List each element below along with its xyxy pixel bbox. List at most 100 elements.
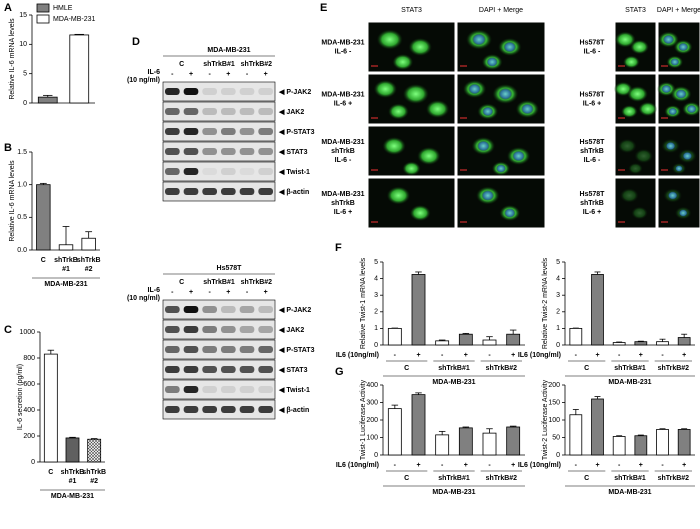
group-label: C bbox=[584, 475, 589, 482]
error-bar bbox=[438, 339, 446, 341]
blot-strip bbox=[162, 161, 276, 182]
blot-group: shTrkB#1 bbox=[203, 61, 235, 68]
blot-band bbox=[165, 366, 180, 373]
x-tick-label: #2 bbox=[90, 478, 98, 485]
blot-strip bbox=[162, 319, 276, 340]
y-tick-label: 1.5 bbox=[17, 149, 27, 156]
row-label: IL-6 + bbox=[334, 209, 352, 216]
y-tick-label: 300 bbox=[366, 399, 378, 406]
blot-band bbox=[165, 326, 180, 333]
bar bbox=[435, 340, 450, 346]
error-bar bbox=[659, 428, 666, 430]
blot-band bbox=[202, 128, 217, 135]
nucleus bbox=[482, 106, 494, 117]
legend-label: MDA-MB-231 bbox=[53, 16, 96, 23]
y-tick-label: 1 bbox=[556, 325, 560, 332]
blot-band bbox=[239, 386, 255, 393]
row-label: IL-6 + bbox=[334, 100, 352, 107]
blot-band bbox=[258, 326, 273, 333]
bar bbox=[458, 333, 473, 346]
x-tick-label: + bbox=[639, 462, 643, 469]
blot-band bbox=[202, 108, 217, 115]
legend-swatch bbox=[36, 3, 50, 13]
row-label: IL-6 - bbox=[584, 48, 601, 55]
blot-group: shTrkB#2 bbox=[241, 279, 273, 286]
bar bbox=[435, 434, 450, 456]
blot-band bbox=[239, 366, 255, 373]
bar bbox=[387, 327, 402, 346]
row-label: IL-6 - bbox=[335, 48, 352, 55]
blot-band-label: ◀ P-STAT3 bbox=[278, 129, 315, 136]
row-label: shTrkB bbox=[580, 200, 604, 207]
y-tick-label: 0 bbox=[374, 452, 378, 459]
y-axis-label: Relative IL-6 mRNA levels bbox=[9, 18, 16, 100]
error-bar bbox=[47, 349, 55, 355]
nucleus bbox=[512, 150, 525, 162]
group-label: MDA-MB-231 bbox=[44, 281, 87, 288]
row-label: MDA-MB-231 bbox=[321, 39, 364, 46]
bar bbox=[458, 427, 473, 456]
blot-band bbox=[258, 148, 273, 155]
blot-band-label: ◀ β-actin bbox=[278, 189, 309, 196]
error-bar bbox=[462, 426, 470, 428]
y-tick-label: 0.5 bbox=[17, 214, 27, 221]
error-bar bbox=[62, 226, 70, 245]
blot-band bbox=[202, 168, 217, 175]
blot-band bbox=[183, 386, 199, 393]
y-tick-label: 200 bbox=[548, 382, 560, 389]
x-tick-label: + bbox=[511, 462, 515, 469]
row-label: shTrkB bbox=[580, 148, 604, 155]
blot-sign: - bbox=[171, 71, 174, 78]
bar bbox=[43, 353, 58, 463]
error-bar bbox=[509, 329, 517, 335]
blot-band bbox=[202, 406, 217, 413]
x-tick-label: #1 bbox=[69, 478, 77, 485]
blot-band-label: ◀ Twist-1 bbox=[278, 169, 310, 176]
error-bar bbox=[681, 333, 688, 338]
blot-band bbox=[221, 306, 236, 313]
x-tick-label: - bbox=[394, 462, 397, 469]
y-tick-label: 50 bbox=[552, 434, 560, 441]
cell bbox=[373, 80, 398, 98]
nucleus bbox=[496, 164, 506, 173]
group-label: shTrkB#1 bbox=[438, 475, 470, 482]
cell bbox=[386, 186, 411, 205]
bar bbox=[81, 237, 96, 251]
y-tick-label: 3 bbox=[556, 292, 560, 299]
bar bbox=[58, 244, 74, 251]
legend-swatch bbox=[36, 14, 50, 24]
y-tick-label: 2 bbox=[556, 309, 560, 316]
row-label: Hs578T bbox=[580, 91, 606, 98]
x-tick-label: + bbox=[416, 352, 420, 359]
blot-band bbox=[202, 386, 217, 393]
blot-strip bbox=[162, 181, 276, 202]
blot-band-label: ◀ STAT3 bbox=[278, 367, 308, 374]
blot-band bbox=[239, 148, 255, 155]
micrograph bbox=[614, 177, 657, 229]
error-bar bbox=[85, 231, 93, 239]
group-label: shTrkB#2 bbox=[486, 475, 518, 482]
y-axis-label: Twist-1 Luciferase Activity bbox=[360, 379, 367, 460]
group-label: C bbox=[584, 365, 589, 372]
blot-band bbox=[239, 168, 255, 175]
blot-band-label: ◀ P-JAK2 bbox=[278, 307, 311, 314]
y-tick-label: 150 bbox=[548, 399, 560, 406]
cell bbox=[631, 206, 648, 220]
row-label: Hs578T bbox=[580, 191, 606, 198]
x-tick-label: - bbox=[661, 352, 664, 359]
nucleus bbox=[662, 34, 675, 45]
y-axis-label: Relative IL-6 mRNA levels bbox=[9, 160, 16, 242]
blot-sign: - bbox=[246, 71, 249, 78]
bar bbox=[677, 429, 691, 456]
blot-band bbox=[183, 306, 199, 313]
blot-group: C bbox=[179, 279, 184, 286]
blot-band bbox=[202, 188, 217, 195]
panel-label: D bbox=[132, 36, 140, 48]
blot-band bbox=[183, 128, 199, 135]
x-tick-label: - bbox=[618, 462, 621, 469]
nucleus bbox=[504, 208, 516, 218]
nucleus bbox=[667, 191, 678, 200]
error-bar bbox=[74, 33, 84, 35]
blot-sign: + bbox=[264, 71, 268, 78]
y-axis-label: IL-6 secretion (pg/ml) bbox=[17, 364, 24, 430]
